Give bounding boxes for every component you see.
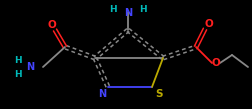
Text: O: O	[204, 19, 212, 29]
Text: N: N	[26, 62, 34, 72]
Text: O: O	[211, 58, 219, 68]
Text: H: H	[109, 5, 116, 14]
Text: N: N	[98, 89, 106, 99]
Text: N: N	[123, 8, 132, 18]
Text: H: H	[14, 70, 22, 78]
Text: H: H	[14, 55, 22, 65]
Text: S: S	[155, 89, 162, 99]
Text: O: O	[47, 20, 56, 30]
Text: H: H	[139, 5, 146, 14]
